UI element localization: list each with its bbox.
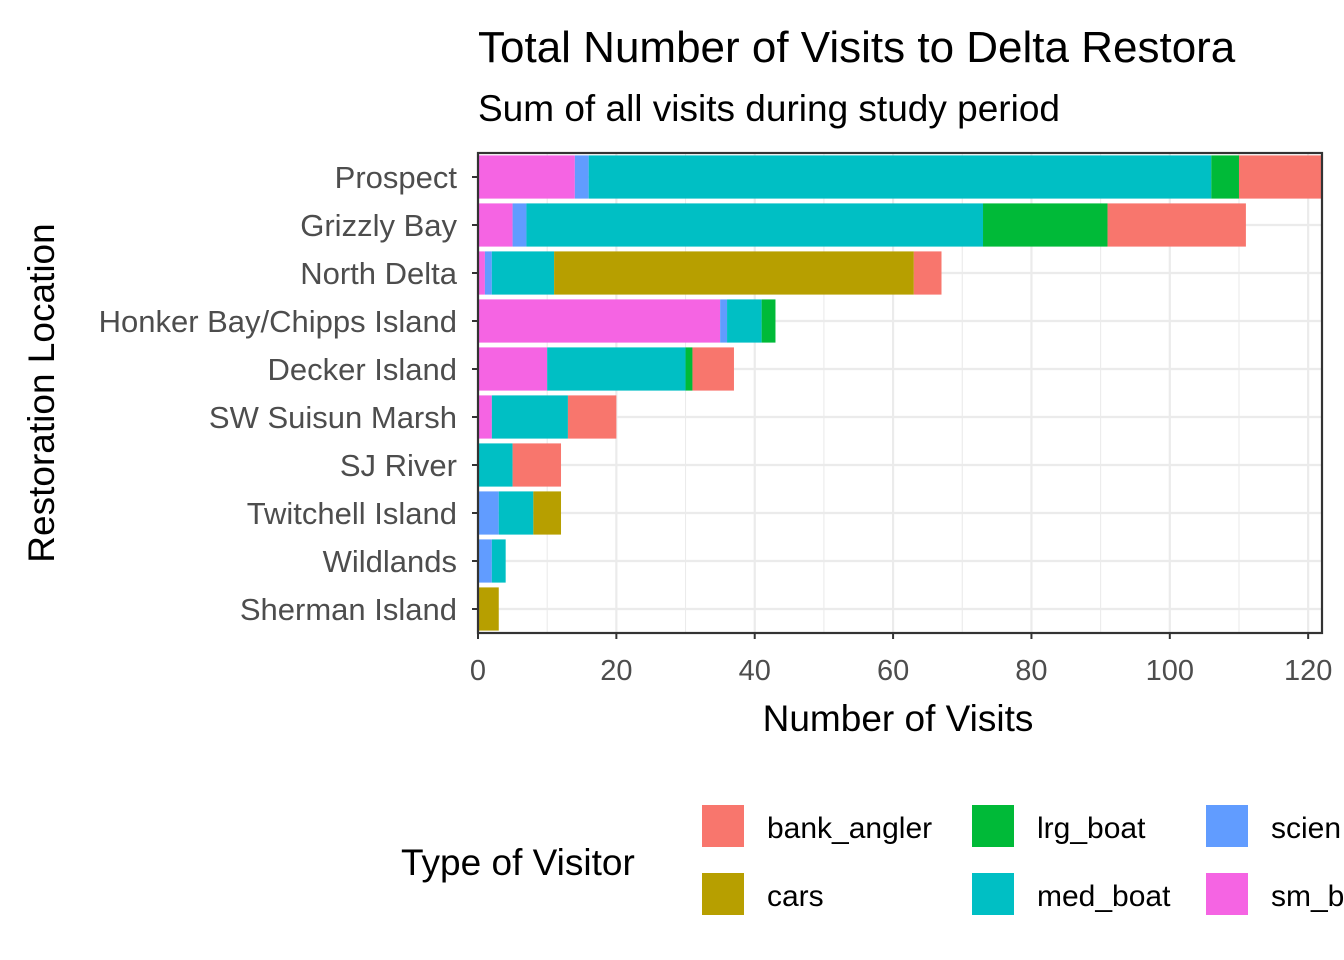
x-tick-label: 120	[1284, 655, 1332, 687]
y-tick-label: Prospect	[335, 160, 458, 195]
bar-segment-scien	[720, 299, 728, 343]
bar-segment-med_boat	[491, 395, 568, 439]
bar-segment-med_boat	[526, 203, 984, 247]
legend: bank_angler lrg_boat scien cars med_boat sm_b	[702, 805, 1344, 915]
x-tick-label: 0	[470, 655, 486, 687]
bar-segment-lrg_boat	[761, 299, 776, 343]
bar-segment-sm_b	[478, 395, 492, 439]
bar-segment-scien	[484, 251, 492, 295]
bar-segment-cars	[554, 251, 914, 295]
bar-segment-bank_angler	[1107, 203, 1246, 247]
x-tick-label: 80	[1015, 655, 1047, 687]
legend-key-bank_angler	[702, 805, 744, 847]
y-tick-label: Twitchell Island	[247, 496, 457, 531]
y-tick-label: SW Suisun Marsh	[209, 400, 457, 435]
bar-segment-scien	[574, 155, 589, 199]
bar-segment-med_boat	[491, 251, 555, 295]
x-tick-label: 100	[1146, 655, 1194, 687]
y-tick-label: Honker Bay/Chipps Island	[99, 304, 457, 339]
bar-segment-bank_angler	[692, 347, 734, 391]
y-tick-label: North Delta	[300, 256, 458, 291]
bar-segment-bank_angler	[913, 251, 942, 295]
bar-segment-lrg_boat	[1211, 155, 1239, 199]
bar-segment-med_boat	[478, 443, 513, 487]
bar-segment-med_boat	[727, 299, 762, 343]
bar-segment-scien	[478, 539, 492, 583]
legend-label: cars	[767, 880, 824, 913]
legend-key-cars	[702, 873, 744, 915]
legend-key-med_boat	[972, 873, 1014, 915]
bar-segment-scien	[512, 203, 527, 247]
legend-label: sm_b	[1271, 880, 1344, 913]
bar-segment-bank_angler	[567, 395, 617, 439]
x-axis: 0 20 40 60 80 100 120	[470, 633, 1332, 687]
bar-segment-med_boat	[588, 155, 1212, 199]
legend-label: scien	[1271, 812, 1341, 845]
panel-border	[476, 151, 1324, 635]
bar-segment-scien	[478, 491, 499, 535]
y-tick-label: SJ River	[340, 448, 457, 483]
legend-label: med_boat	[1037, 880, 1171, 913]
y-tick-label: Grizzly Bay	[300, 208, 457, 243]
chart-subtitle: Sum of all visits during study period	[478, 88, 1060, 129]
legend-key-scien	[1206, 805, 1248, 847]
chart-title: Total Number of Visits to Delta Restora	[478, 23, 1236, 72]
y-tick-label: Decker Island	[267, 352, 457, 387]
y-axis-title: Restoration Location	[21, 223, 62, 562]
bar-segment-sm_b	[478, 251, 485, 295]
bars	[478, 155, 1322, 631]
bar-segment-med_boat	[491, 539, 506, 583]
legend-label: bank_angler	[767, 812, 932, 845]
legend-key-lrg_boat	[972, 805, 1014, 847]
y-tick-label: Sherman Island	[240, 592, 457, 627]
bar-segment-bank_angler	[512, 443, 562, 487]
bar-segment-lrg_boat	[983, 203, 1108, 247]
y-tick-label: Wildlands	[323, 544, 457, 579]
bar-segment-med_boat	[498, 491, 534, 535]
bar-segment-sm_b	[478, 347, 548, 391]
bar-segment-cars	[478, 587, 499, 631]
bar-segment-med_boat	[547, 347, 686, 391]
x-axis-title: Number of Visits	[763, 698, 1034, 739]
bar-segment-sm_b	[478, 299, 721, 343]
x-tick-label: 60	[877, 655, 909, 687]
legend-key-sm_b	[1206, 873, 1248, 915]
bar-segment-lrg_boat	[685, 347, 693, 391]
legend-title: Type of Visitor	[401, 842, 635, 883]
bar-segment-cars	[533, 491, 562, 535]
bar-segment-sm_b	[478, 203, 513, 247]
x-tick-label: 40	[739, 655, 771, 687]
y-axis: Sherman Island Wildlands Twitchell Island S…	[99, 160, 478, 627]
x-tick-label: 20	[600, 655, 632, 687]
bar-segment-sm_b	[478, 155, 575, 199]
bar-segment-bank_angler	[1238, 155, 1322, 199]
legend-label: lrg_boat	[1037, 812, 1146, 845]
